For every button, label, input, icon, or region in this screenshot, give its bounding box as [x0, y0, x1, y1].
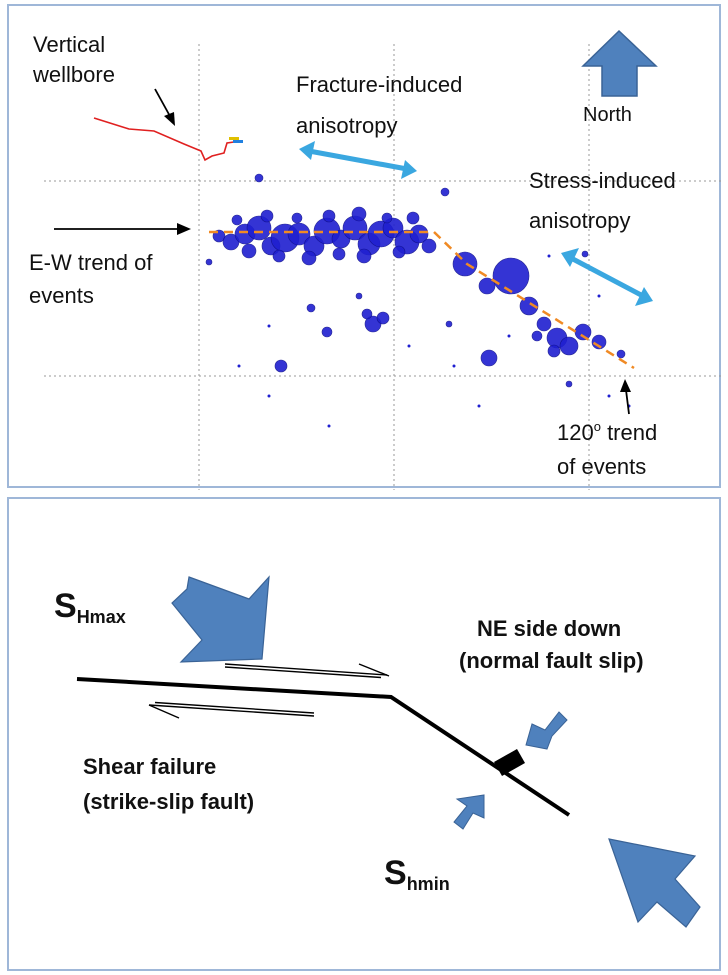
event-bubble [565, 380, 573, 388]
event-bubble [356, 248, 372, 264]
label-stress-1: Stress-induced [529, 168, 676, 193]
label-ew-2: events [29, 283, 94, 308]
event-bubble [547, 344, 561, 358]
shmin-arrow-lower-icon [453, 794, 485, 830]
stress-anisotropy-arrow [561, 248, 653, 306]
event-bubble [241, 243, 257, 259]
wellbore-pointer-arrow [154, 88, 172, 119]
event-dot [597, 294, 601, 298]
normal-slip-block [494, 749, 525, 776]
shmax-arrow-icon [171, 575, 270, 663]
wellbore-trajectory [93, 117, 235, 162]
event-bubble [306, 303, 316, 313]
event-bubble [274, 359, 288, 373]
microseismic-map-panel: Vertical wellbore Fracture-induced aniso… [7, 4, 723, 490]
label-vertical-wellbore-1: Vertical [33, 32, 105, 57]
event-bubble [421, 238, 437, 254]
event-dot [607, 394, 611, 398]
event-bubble [332, 247, 346, 261]
event-bubble [581, 250, 589, 258]
event-bubble [351, 206, 367, 222]
event-trend-line [209, 230, 635, 370]
event-bubble [246, 215, 272, 241]
event-dot [407, 344, 411, 348]
event-bubble [361, 308, 373, 320]
event-bubble [478, 277, 496, 295]
event-dot [452, 364, 456, 368]
event-bubble [381, 212, 393, 224]
event-bubble [364, 315, 382, 333]
event-dot [547, 254, 551, 258]
label-shmax: SHmax [54, 587, 126, 627]
event-bubble [205, 258, 213, 266]
label-vertical-wellbore-2: wellbore [32, 62, 115, 87]
event-bubble [452, 251, 478, 277]
event-bubble [322, 209, 336, 223]
event-bubble [355, 292, 363, 300]
event-bubble [492, 257, 530, 295]
label-ne-side-2: (normal fault slip) [459, 648, 644, 673]
fault-mechanics-diagram: SHmax Shmin NE side down (normal fault s… [54, 575, 701, 928]
label-120-trend-2: of events [557, 454, 646, 479]
map-grid [44, 44, 723, 490]
event-dot [327, 424, 331, 428]
event-bubble [480, 349, 498, 367]
fault-trace [76, 677, 571, 817]
event-bubble [376, 311, 390, 325]
event-bubble [445, 320, 453, 328]
event-bubble [591, 334, 607, 350]
event-bubble [536, 316, 552, 332]
event-bubble [406, 211, 420, 225]
label-shear-2: (strike-slip fault) [83, 789, 254, 814]
shmin-arrow-upper-icon [525, 711, 568, 750]
event-bubble [392, 245, 406, 259]
fracture-anisotropy-arrow [299, 141, 417, 179]
event-bubble [440, 187, 450, 197]
event-bubble [531, 330, 543, 342]
event-bubble [272, 249, 286, 263]
label-stress-2: anisotropy [529, 208, 631, 233]
label-fracture-1: Fracture-induced [296, 72, 462, 97]
event-bubble [559, 336, 579, 356]
north-arrow-icon [581, 29, 658, 97]
t120-pointer-arrow [625, 389, 630, 415]
slip-arrow-lower [148, 701, 315, 719]
wellbore-tip-marker [229, 137, 239, 140]
event-bubble [231, 214, 243, 226]
microseismic-map: Vertical wellbore Fracture-induced aniso… [29, 29, 723, 490]
event-bubble [291, 212, 303, 224]
event-bubble [287, 222, 311, 246]
event-dot [507, 334, 511, 338]
label-ne-side-1: NE side down [477, 616, 621, 641]
label-shmin: Shmin [384, 854, 450, 894]
event-dot [267, 324, 271, 328]
fault-mechanics-panel: SHmax Shmin NE side down (normal fault s… [7, 497, 721, 971]
label-fracture-2: anisotropy [296, 113, 398, 138]
event-bubble [519, 296, 539, 316]
event-bubble [260, 209, 274, 223]
microseismic-events [205, 173, 631, 428]
label-120-trend-1: 120o trend [557, 419, 657, 445]
event-dot [267, 394, 271, 398]
event-bubble [616, 349, 626, 359]
label-shear-1: Shear failure [83, 754, 216, 779]
label-ew-1: E-W trend of [29, 250, 153, 275]
event-bubble [409, 224, 429, 244]
event-bubble [321, 326, 333, 338]
wellbore-tip-marker-2 [233, 140, 243, 143]
label-north: North [583, 104, 632, 126]
shmax-arrow-opposite-icon [608, 838, 701, 928]
event-dot [237, 364, 241, 368]
event-bubble [254, 173, 264, 183]
slip-arrow-upper [224, 663, 390, 679]
event-dot [477, 404, 481, 408]
event-bubble [301, 250, 317, 266]
